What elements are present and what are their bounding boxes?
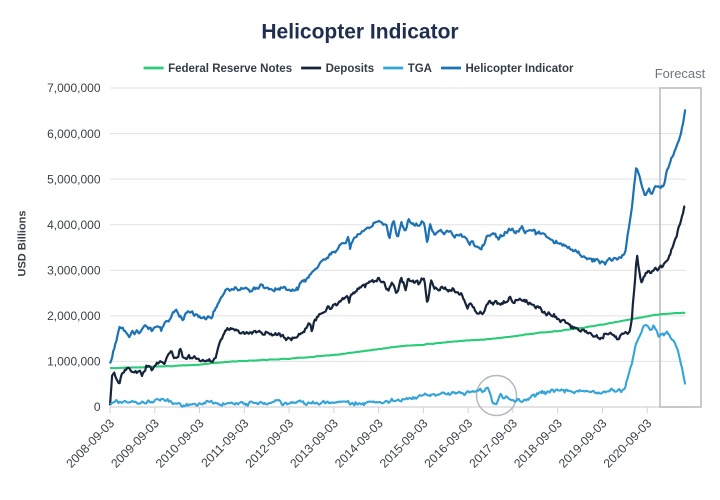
svg-text:2,000,000: 2,000,000 [47, 309, 101, 323]
svg-text:Forecast: Forecast [655, 66, 706, 81]
svg-text:TGA: TGA [408, 63, 432, 75]
svg-text:6,000,000: 6,000,000 [47, 127, 101, 141]
svg-text:1,000,000: 1,000,000 [47, 355, 101, 369]
svg-text:5,000,000: 5,000,000 [47, 172, 101, 186]
svg-text:Deposits: Deposits [326, 63, 375, 75]
svg-text:4,000,000: 4,000,000 [47, 218, 101, 232]
svg-text:Helicopter Indicator: Helicopter Indicator [261, 21, 458, 44]
svg-text:Federal Reserve Notes: Federal Reserve Notes [168, 63, 292, 75]
svg-text:7,000,000: 7,000,000 [47, 81, 101, 95]
svg-text:3,000,000: 3,000,000 [47, 264, 101, 278]
svg-text:Helicopter Indicator: Helicopter Indicator [466, 63, 575, 75]
svg-text:0: 0 [94, 400, 101, 414]
svg-text:USD Billions: USD Billions [17, 210, 29, 276]
